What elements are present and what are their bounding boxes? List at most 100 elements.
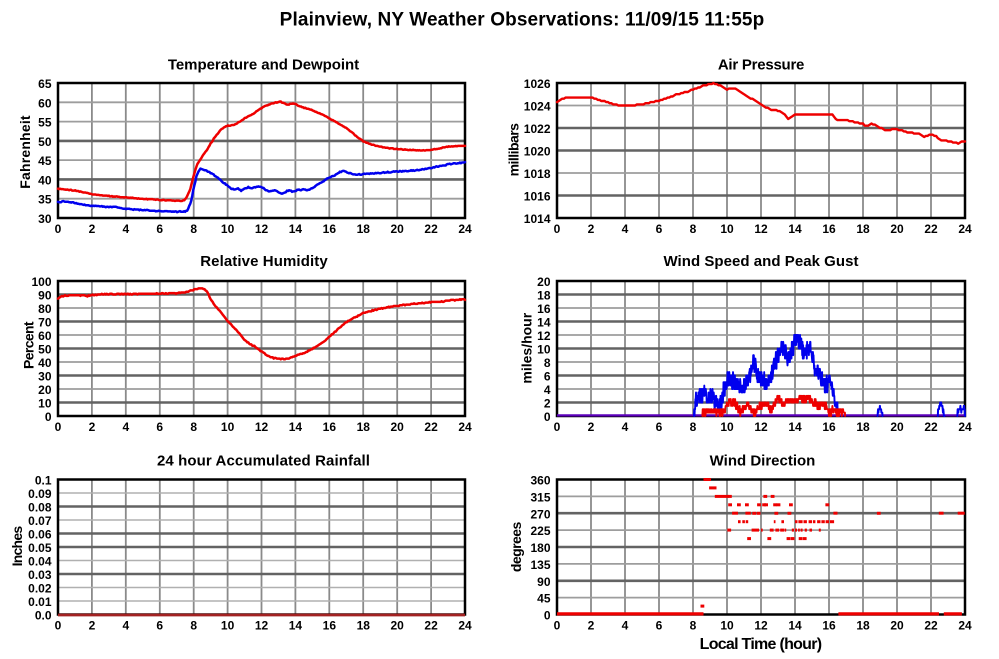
svg-text:1014: 1014 (524, 212, 551, 226)
svg-text:90: 90 (537, 575, 551, 589)
svg-text:8: 8 (190, 618, 197, 632)
svg-text:30: 30 (38, 212, 52, 226)
svg-text:8: 8 (190, 420, 197, 434)
svg-text:40: 40 (38, 356, 52, 370)
svg-text:45: 45 (537, 592, 551, 606)
svg-text:22: 22 (924, 222, 938, 236)
svg-text:22: 22 (424, 222, 438, 236)
svg-text:20: 20 (390, 420, 404, 434)
svg-text:16: 16 (822, 222, 836, 236)
svg-text:14: 14 (788, 420, 802, 434)
svg-text:14: 14 (788, 618, 802, 632)
svg-text:18: 18 (856, 618, 870, 632)
svg-text:20: 20 (537, 275, 551, 289)
svg-text:45: 45 (38, 154, 52, 168)
svg-text:2: 2 (89, 222, 96, 236)
svg-text:14: 14 (788, 222, 802, 236)
svg-text:50: 50 (38, 135, 52, 149)
svg-text:0: 0 (544, 609, 551, 623)
svg-text:1024: 1024 (524, 100, 551, 114)
svg-text:10: 10 (720, 618, 734, 632)
svg-text:20: 20 (890, 618, 904, 632)
svg-text:14: 14 (537, 316, 551, 330)
svg-text:1026: 1026 (524, 77, 551, 91)
svg-text:6: 6 (656, 618, 663, 632)
svg-text:0.01: 0.01 (28, 595, 52, 609)
svg-text:14: 14 (289, 420, 303, 434)
svg-text:18: 18 (856, 222, 870, 236)
svg-text:8: 8 (690, 618, 697, 632)
svg-text:Wind Speed and Peak Gust: Wind Speed and Peak Gust (663, 253, 858, 270)
svg-text:0: 0 (554, 618, 561, 632)
svg-text:80: 80 (38, 302, 52, 316)
svg-text:16: 16 (323, 420, 337, 434)
svg-text:2: 2 (588, 420, 595, 434)
svg-text:22: 22 (924, 420, 938, 434)
svg-text:8: 8 (690, 420, 697, 434)
svg-text:6: 6 (656, 222, 663, 236)
svg-text:12: 12 (255, 618, 269, 632)
svg-text:12: 12 (754, 618, 768, 632)
svg-text:2: 2 (588, 618, 595, 632)
svg-text:90: 90 (38, 289, 52, 303)
svg-text:1016: 1016 (524, 190, 551, 204)
svg-text:30: 30 (38, 370, 52, 384)
svg-text:4: 4 (622, 222, 629, 236)
svg-text:22: 22 (924, 618, 938, 632)
svg-text:22: 22 (424, 618, 438, 632)
svg-text:22: 22 (424, 420, 438, 434)
svg-text:0.0: 0.0 (35, 609, 52, 623)
svg-text:Relative Humidity: Relative Humidity (200, 253, 328, 270)
svg-text:miles/hour: miles/hour (519, 312, 535, 383)
svg-text:millibars: millibars (506, 123, 522, 177)
svg-text:60: 60 (38, 96, 52, 110)
svg-text:24: 24 (458, 420, 472, 434)
svg-text:20: 20 (38, 383, 52, 397)
svg-text:Plainview, NY Weather Observat: Plainview, NY Weather Observations: 11/0… (280, 9, 765, 30)
svg-text:18: 18 (357, 618, 371, 632)
svg-text:4: 4 (122, 618, 129, 632)
svg-text:35: 35 (38, 193, 52, 207)
svg-text:24: 24 (958, 222, 972, 236)
svg-text:55: 55 (38, 116, 52, 130)
svg-text:Fahrenheit: Fahrenheit (17, 115, 33, 189)
svg-text:18: 18 (856, 420, 870, 434)
svg-text:8: 8 (544, 356, 551, 370)
svg-text:100: 100 (31, 275, 51, 289)
svg-text:1020: 1020 (524, 145, 551, 159)
svg-text:10: 10 (221, 420, 235, 434)
svg-text:0: 0 (55, 222, 62, 236)
svg-text:degrees: degrees (508, 521, 524, 572)
svg-text:24: 24 (958, 618, 972, 632)
svg-text:Temperature and Dewpoint: Temperature and Dewpoint (168, 57, 359, 74)
svg-text:Inches: Inches (9, 526, 25, 567)
svg-text:135: 135 (530, 558, 550, 572)
svg-text:0.08: 0.08 (28, 501, 52, 515)
svg-text:12: 12 (255, 222, 269, 236)
svg-text:24: 24 (458, 618, 472, 632)
svg-text:16: 16 (822, 618, 836, 632)
svg-text:Percent: Percent (21, 321, 37, 369)
svg-text:270: 270 (530, 507, 550, 521)
svg-text:225: 225 (530, 524, 550, 538)
svg-text:24 hour Accumulated Rainfall: 24 hour Accumulated Rainfall (157, 452, 370, 469)
svg-text:Local Time (hour): Local Time (hour) (700, 636, 822, 653)
svg-text:12: 12 (754, 222, 768, 236)
svg-text:6: 6 (156, 420, 163, 434)
svg-text:24: 24 (458, 222, 472, 236)
svg-text:2: 2 (89, 420, 96, 434)
svg-text:8: 8 (690, 222, 697, 236)
svg-text:0: 0 (544, 410, 551, 424)
svg-text:18: 18 (357, 222, 371, 236)
svg-text:24: 24 (958, 420, 972, 434)
svg-text:Wind Direction: Wind Direction (710, 452, 816, 469)
svg-text:50: 50 (38, 343, 52, 357)
svg-text:10: 10 (221, 222, 235, 236)
svg-text:0: 0 (45, 410, 52, 424)
svg-text:0.1: 0.1 (35, 474, 52, 488)
svg-text:Air Pressure: Air Pressure (718, 57, 804, 74)
svg-text:6: 6 (156, 618, 163, 632)
svg-text:70: 70 (38, 316, 52, 330)
svg-text:2: 2 (588, 222, 595, 236)
svg-text:6: 6 (544, 370, 551, 384)
